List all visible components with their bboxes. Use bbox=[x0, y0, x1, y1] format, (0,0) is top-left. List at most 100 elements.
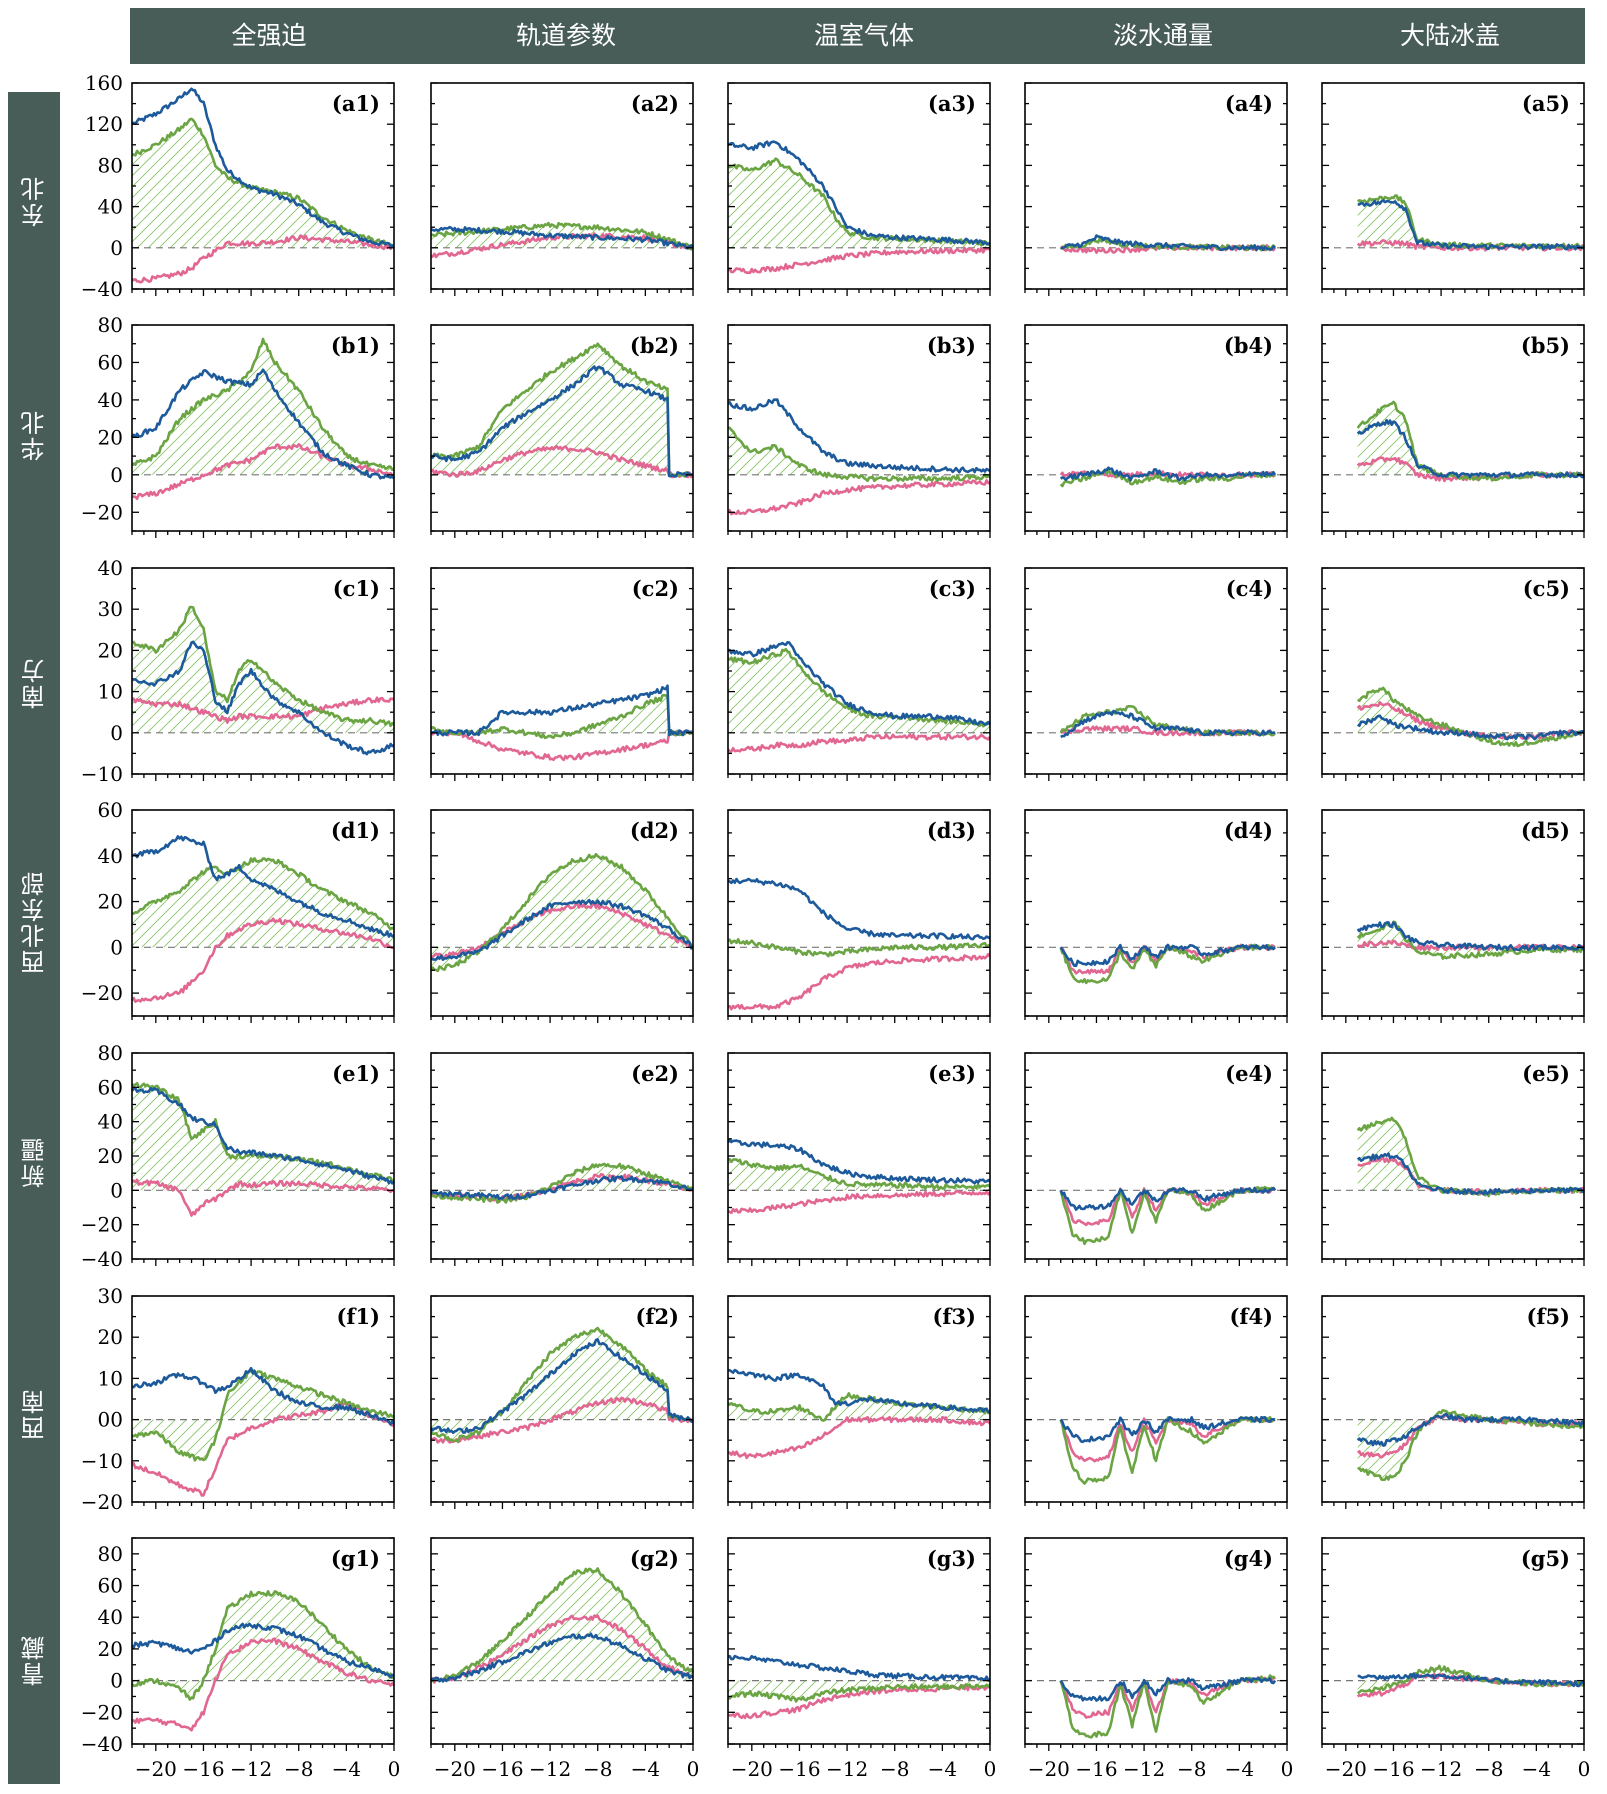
x-tick-label: −8 bbox=[583, 1757, 612, 1781]
panel-a1: −40 0 40 80 120 160 (a1) bbox=[81, 71, 396, 301]
panel-b4: (b4) bbox=[1024, 324, 1288, 538]
panel-d1: −20 0 20 40 60 (d1) bbox=[81, 798, 395, 1023]
series-blue bbox=[727, 140, 991, 246]
panel-label: (a3) bbox=[928, 91, 976, 116]
series-pink bbox=[726, 733, 992, 753]
panel-e2: (e2) bbox=[429, 1052, 695, 1266]
series-pink bbox=[727, 1189, 992, 1215]
x-tick-label: −12 bbox=[1420, 1757, 1462, 1781]
panel-a5: (a5) bbox=[1321, 82, 1586, 296]
hatch-fill bbox=[728, 649, 990, 733]
y-tick-label: 20 bbox=[98, 1325, 123, 1349]
panel-d4: (d4) bbox=[1024, 809, 1288, 1023]
panel-label: (a4) bbox=[1225, 91, 1273, 116]
series-blue bbox=[727, 1368, 991, 1414]
series-blue bbox=[727, 641, 992, 726]
series-pink bbox=[727, 479, 991, 516]
series-blue bbox=[131, 87, 395, 248]
hatch-fill bbox=[1357, 401, 1584, 481]
series-blue bbox=[430, 225, 695, 250]
series-pink bbox=[430, 1396, 694, 1444]
panel-label: (d5) bbox=[1521, 818, 1570, 843]
y-tick-label: −20 bbox=[81, 1700, 123, 1724]
series-green bbox=[430, 221, 694, 251]
y-tick-label: −10 bbox=[81, 1449, 123, 1473]
y-tick-label: 10 bbox=[98, 680, 123, 704]
panel-c4: (c4) bbox=[1024, 567, 1288, 781]
panel-d5: (d5) bbox=[1321, 809, 1585, 1023]
x-tick-label: −8 bbox=[1177, 1757, 1206, 1781]
x-tick-label: −20 bbox=[731, 1757, 773, 1781]
series-blue bbox=[1356, 921, 1585, 952]
panel-e1: −40 −20 0 20 40 60 80 (e1) bbox=[81, 1041, 395, 1271]
series-blue bbox=[131, 1366, 396, 1426]
panel-label: (g3) bbox=[927, 1546, 976, 1571]
panel-f5: (f5) bbox=[1321, 1295, 1586, 1509]
panel-c2: (c2) bbox=[430, 567, 694, 781]
panel-label: (f4) bbox=[1229, 1304, 1273, 1329]
y-tick-label: 30 bbox=[98, 597, 123, 621]
panel-label: (c5) bbox=[1523, 576, 1570, 601]
series-blue bbox=[1357, 199, 1585, 251]
column-header-1: 全强迫 bbox=[231, 21, 307, 50]
y-tick-label: 40 bbox=[98, 1605, 123, 1629]
column-header-4: 淡水通量 bbox=[1112, 21, 1213, 50]
hatch-fill bbox=[728, 1393, 990, 1421]
series-blue bbox=[131, 640, 395, 756]
panel-label: (f1) bbox=[336, 1304, 380, 1329]
panel-f2: (f2) bbox=[429, 1295, 694, 1509]
y-tick-label: 20 bbox=[98, 425, 123, 449]
series-green bbox=[430, 1162, 695, 1204]
y-tick-label: 80 bbox=[98, 1542, 123, 1566]
y-tick-label: 10 bbox=[98, 1366, 123, 1390]
series-pink bbox=[1059, 244, 1277, 254]
series-blue bbox=[727, 398, 991, 474]
series-green bbox=[727, 426, 991, 483]
series-pink bbox=[131, 696, 395, 724]
panel-label: (a1) bbox=[332, 91, 380, 116]
series-green bbox=[430, 1326, 694, 1443]
panel-label: (b4) bbox=[1224, 333, 1273, 358]
y-tick-label: 0 bbox=[110, 721, 123, 745]
panel-f1: −20 −10 00 10 20 30 (f1) bbox=[81, 1284, 396, 1514]
series-green bbox=[1059, 1185, 1276, 1246]
y-tick-label: 40 bbox=[98, 844, 123, 868]
panel-label: (c2) bbox=[632, 576, 679, 601]
y-tick-label: 80 bbox=[98, 153, 123, 177]
y-tick-label: −40 bbox=[81, 277, 123, 301]
hatch-fill bbox=[132, 1591, 394, 1700]
series-green bbox=[727, 1392, 991, 1422]
column-header-3: 温室气体 bbox=[813, 21, 914, 50]
hatch-fill bbox=[132, 607, 394, 733]
y-tick-label: 40 bbox=[98, 195, 123, 219]
panel-label: (c4) bbox=[1226, 576, 1273, 601]
series-green bbox=[727, 938, 991, 958]
panel-label: (c1) bbox=[333, 576, 380, 601]
series-pink bbox=[430, 729, 694, 762]
x-tick-label: 0 bbox=[388, 1757, 401, 1781]
y-tick-label: 60 bbox=[98, 1574, 123, 1598]
panel-label: (e5) bbox=[1522, 1061, 1570, 1086]
x-tick-label: −12 bbox=[1123, 1757, 1165, 1781]
hatch-fill bbox=[1357, 1410, 1584, 1480]
series-blue bbox=[1059, 943, 1277, 968]
panel-label: (f5) bbox=[1526, 1304, 1570, 1329]
series-blue bbox=[1356, 418, 1586, 479]
x-tick-label: −12 bbox=[826, 1757, 868, 1781]
panel-label: (d1) bbox=[331, 818, 380, 843]
panel-label: (b1) bbox=[331, 333, 380, 358]
series-green bbox=[727, 1158, 991, 1191]
series-blue bbox=[429, 1175, 694, 1201]
y-tick-label: 60 bbox=[98, 350, 123, 374]
series-green bbox=[131, 857, 395, 931]
panel-c5: (c5) bbox=[1321, 567, 1585, 781]
x-tick-label: −12 bbox=[230, 1757, 272, 1781]
x-tick-label: −4 bbox=[1522, 1757, 1551, 1781]
panel-label: (a5) bbox=[1522, 91, 1570, 116]
x-tick-label: −4 bbox=[928, 1757, 957, 1781]
panel-label: (e2) bbox=[631, 1061, 679, 1086]
series-blue bbox=[1059, 1415, 1276, 1444]
panel-g4: −20 −16 −12 −8 −4 0 (g4) bbox=[1024, 1537, 1293, 1781]
